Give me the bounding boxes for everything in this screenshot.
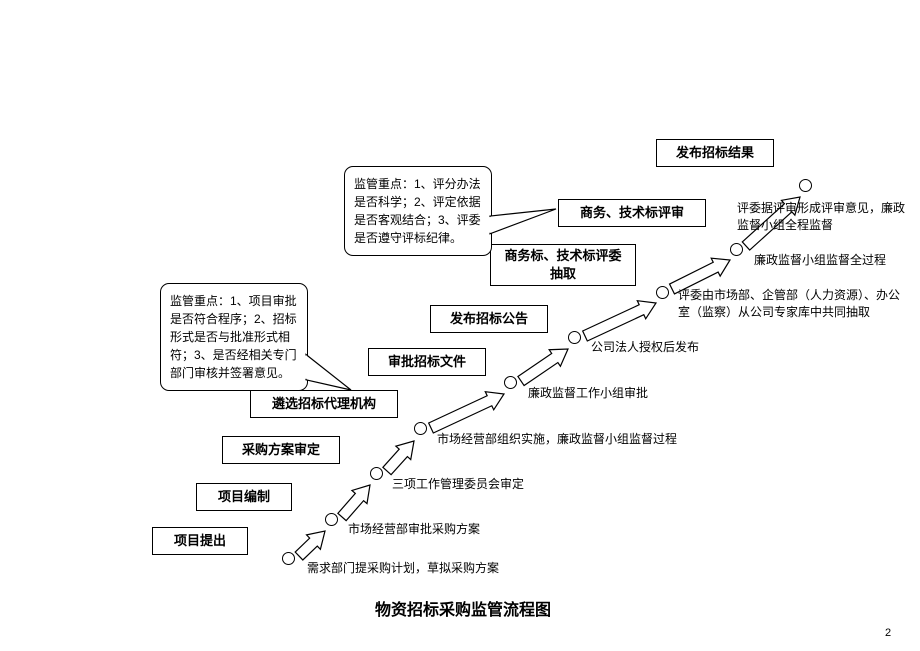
annotation-3: 三项工作管理委员会审定: [392, 476, 552, 493]
page-number: 2: [885, 627, 891, 639]
connector-circle-c8: [730, 243, 743, 256]
annotation-8: 廉政监督小组监督全过程: [754, 252, 904, 269]
flow-node-n6: 发布招标公告: [430, 305, 548, 333]
annotation-4: 市场经营部组织实施，廉政监督小组监督过程: [437, 431, 697, 448]
connector-circle-c2: [325, 513, 338, 526]
connector-circle-c9: [799, 179, 812, 192]
callout-co1: 监管重点：1、项目审批是否符合程序；2、招标形式是否与批准形式相符；3、是否经相…: [160, 283, 308, 391]
flow-node-n8: 商务、技术标评审: [558, 199, 706, 227]
flow-node-n1: 项目提出: [152, 527, 248, 555]
connector-circle-c1: [282, 552, 295, 565]
flow-node-n4: 遴选招标代理机构: [250, 390, 398, 418]
connector-circle-c7: [656, 286, 669, 299]
flow-node-n7: 商务标、技术标评委抽取: [490, 244, 636, 286]
callout-co2: 监管重点：1、评分办法是否科学；2、评定依据是否客观结合；3、评委是否遵守评标纪…: [344, 166, 492, 256]
annotation-7: 评委由市场部、企管部（人力资源）、办公室（监察）从公司专家库中共同抽取: [678, 287, 906, 322]
diagram-caption: 物资招标采购监管流程图: [375, 596, 551, 620]
connector-circle-c6: [568, 331, 581, 344]
flow-node-n9: 发布招标结果: [656, 139, 774, 167]
connector-circle-c4: [414, 422, 427, 435]
connector-circle-c3: [370, 467, 383, 480]
flow-node-n2: 项目编制: [196, 483, 292, 511]
flow-node-n3: 采购方案审定: [222, 436, 340, 464]
flow-node-n5: 审批招标文件: [368, 348, 486, 376]
connector-circle-c5: [504, 376, 517, 389]
annotation-2: 市场经营部审批采购方案: [348, 521, 508, 538]
annotation-6: 公司法人授权后发布: [591, 339, 721, 356]
annotation-5: 廉政监督工作小组审批: [528, 385, 668, 402]
annotation-1: 需求部门提采购计划，草拟采购方案: [307, 560, 517, 577]
annotation-9: 评委据评审形成评审意见，廉政监督小组全程监督: [737, 200, 912, 235]
